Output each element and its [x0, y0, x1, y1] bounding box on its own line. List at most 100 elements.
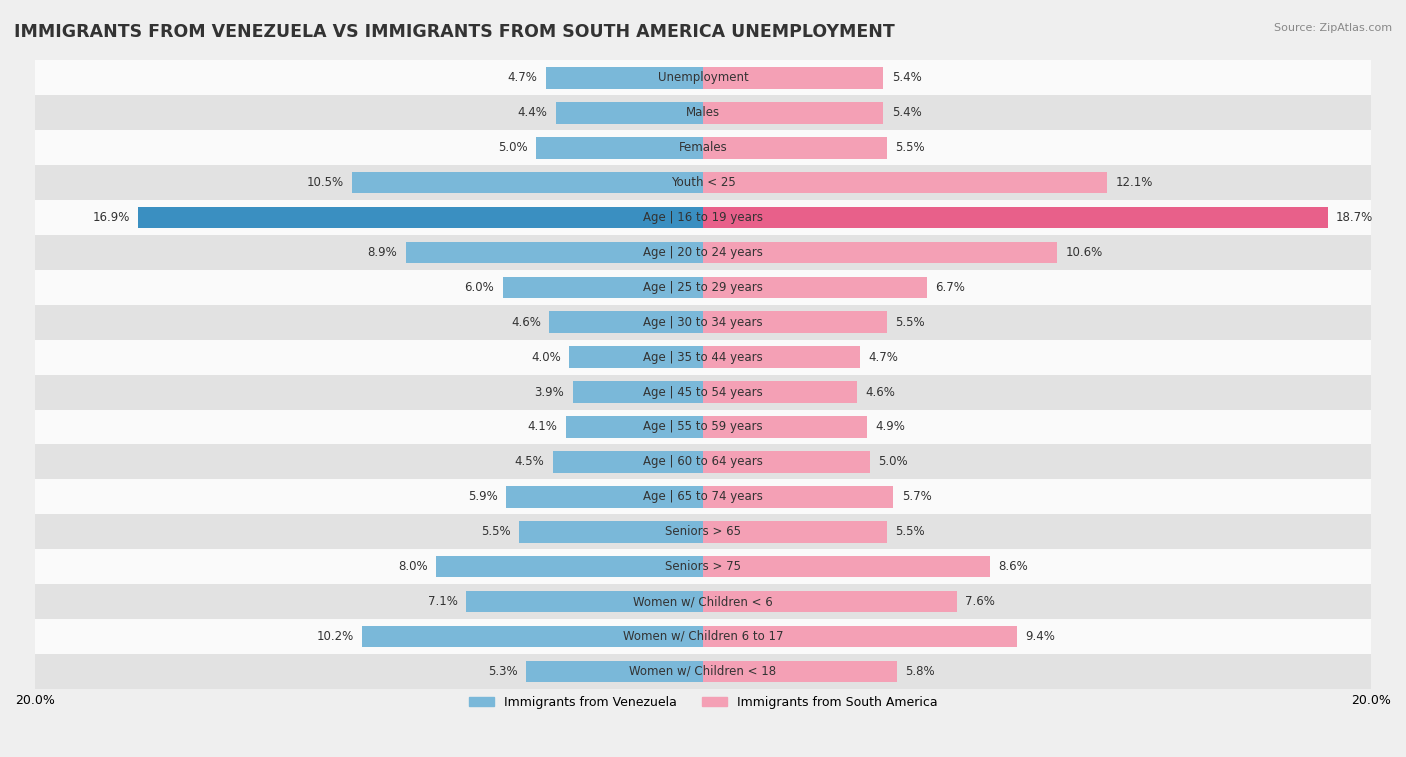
Text: 4.0%: 4.0% — [531, 350, 561, 363]
Text: 5.5%: 5.5% — [896, 525, 925, 538]
Bar — [502, 276, 703, 298]
Text: Age | 35 to 44 years: Age | 35 to 44 years — [643, 350, 763, 363]
Bar — [703, 207, 1327, 229]
Bar — [519, 521, 703, 543]
Text: Age | 20 to 24 years: Age | 20 to 24 years — [643, 246, 763, 259]
Text: 10.6%: 10.6% — [1066, 246, 1102, 259]
Text: 10.5%: 10.5% — [307, 176, 344, 189]
Text: 4.5%: 4.5% — [515, 456, 544, 469]
Text: 12.1%: 12.1% — [1115, 176, 1153, 189]
Bar — [363, 625, 703, 647]
Text: 4.7%: 4.7% — [508, 71, 537, 84]
Bar — [35, 340, 1371, 375]
Bar — [35, 619, 1371, 654]
Bar — [703, 382, 856, 403]
Bar — [572, 382, 703, 403]
Text: 6.7%: 6.7% — [935, 281, 965, 294]
Text: Source: ZipAtlas.com: Source: ZipAtlas.com — [1274, 23, 1392, 33]
Bar — [546, 67, 703, 89]
Bar — [703, 521, 887, 543]
Text: 5.5%: 5.5% — [896, 316, 925, 329]
Text: 5.4%: 5.4% — [891, 71, 921, 84]
Bar — [35, 270, 1371, 305]
Bar — [703, 347, 860, 368]
Text: 7.1%: 7.1% — [427, 595, 457, 608]
Bar — [35, 514, 1371, 549]
Text: Males: Males — [686, 106, 720, 120]
Text: 5.8%: 5.8% — [905, 665, 935, 678]
Bar — [703, 451, 870, 472]
Text: 8.9%: 8.9% — [367, 246, 398, 259]
Text: 5.7%: 5.7% — [901, 491, 932, 503]
Text: 5.4%: 5.4% — [891, 106, 921, 120]
Text: Seniors > 75: Seniors > 75 — [665, 560, 741, 573]
Text: 4.6%: 4.6% — [512, 316, 541, 329]
Bar — [569, 347, 703, 368]
Bar — [35, 235, 1371, 270]
Text: 6.0%: 6.0% — [464, 281, 495, 294]
Bar — [703, 276, 927, 298]
Bar — [703, 590, 957, 612]
Text: 8.6%: 8.6% — [998, 560, 1028, 573]
Text: Youth < 25: Youth < 25 — [671, 176, 735, 189]
Text: 5.5%: 5.5% — [481, 525, 510, 538]
Bar — [567, 416, 703, 438]
Text: Seniors > 65: Seniors > 65 — [665, 525, 741, 538]
Bar — [553, 451, 703, 472]
Bar — [550, 311, 703, 333]
Text: 7.6%: 7.6% — [965, 595, 995, 608]
Text: Females: Females — [679, 142, 727, 154]
Bar — [35, 654, 1371, 689]
Bar — [703, 625, 1017, 647]
Text: 10.2%: 10.2% — [316, 630, 354, 643]
Bar — [35, 584, 1371, 619]
Bar — [35, 165, 1371, 200]
Text: 4.7%: 4.7% — [869, 350, 898, 363]
Bar — [35, 410, 1371, 444]
Text: 5.9%: 5.9% — [468, 491, 498, 503]
Bar — [555, 102, 703, 123]
Bar — [35, 444, 1371, 479]
Text: 8.0%: 8.0% — [398, 560, 427, 573]
Text: Women w/ Children 6 to 17: Women w/ Children 6 to 17 — [623, 630, 783, 643]
Text: Age | 45 to 54 years: Age | 45 to 54 years — [643, 385, 763, 399]
Bar — [35, 95, 1371, 130]
Bar — [703, 67, 883, 89]
Bar — [703, 241, 1057, 263]
Bar — [35, 305, 1371, 340]
Bar — [436, 556, 703, 578]
Text: Age | 25 to 29 years: Age | 25 to 29 years — [643, 281, 763, 294]
Text: 5.0%: 5.0% — [498, 142, 527, 154]
Text: 5.0%: 5.0% — [879, 456, 908, 469]
Bar — [536, 137, 703, 158]
Text: 16.9%: 16.9% — [93, 211, 131, 224]
Bar — [703, 102, 883, 123]
Text: Women w/ Children < 6: Women w/ Children < 6 — [633, 595, 773, 608]
Text: Unemployment: Unemployment — [658, 71, 748, 84]
Bar — [35, 375, 1371, 410]
Bar — [703, 486, 893, 508]
Bar — [406, 241, 703, 263]
Text: 4.4%: 4.4% — [517, 106, 548, 120]
Bar — [703, 172, 1107, 194]
Text: 5.5%: 5.5% — [896, 142, 925, 154]
Bar — [138, 207, 703, 229]
Bar — [35, 549, 1371, 584]
Text: 4.1%: 4.1% — [527, 420, 558, 434]
Bar — [526, 661, 703, 682]
Text: 4.9%: 4.9% — [875, 420, 905, 434]
Bar — [703, 137, 887, 158]
Bar — [506, 486, 703, 508]
Bar — [353, 172, 703, 194]
Legend: Immigrants from Venezuela, Immigrants from South America: Immigrants from Venezuela, Immigrants fr… — [464, 691, 942, 714]
Text: 9.4%: 9.4% — [1025, 630, 1056, 643]
Bar — [35, 61, 1371, 95]
Text: Age | 30 to 34 years: Age | 30 to 34 years — [643, 316, 763, 329]
Text: Age | 16 to 19 years: Age | 16 to 19 years — [643, 211, 763, 224]
Bar — [703, 556, 990, 578]
Bar — [703, 416, 866, 438]
Bar — [465, 590, 703, 612]
Bar — [703, 661, 897, 682]
Bar — [703, 311, 887, 333]
Bar — [35, 130, 1371, 165]
